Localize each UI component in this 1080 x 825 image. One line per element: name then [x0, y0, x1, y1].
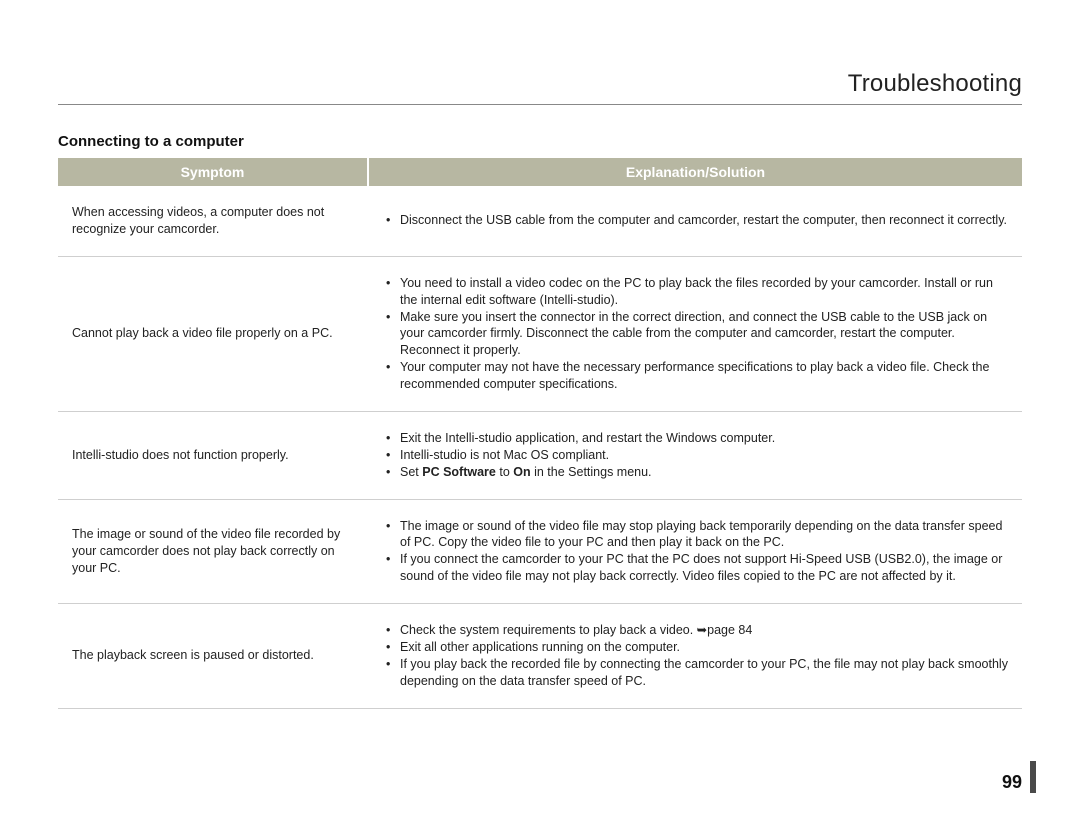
explain-list: Check the system requirements to play ba…: [382, 622, 1008, 690]
list-item: Your computer may not have the necessary…: [382, 359, 1008, 393]
page-accent-bar: [1030, 761, 1036, 793]
section-title: Connecting to a computer: [58, 133, 1022, 150]
list-item: Set PC Software to On in the Settings me…: [382, 464, 1008, 481]
table-header-row: Symptom Explanation/Solution: [58, 158, 1022, 186]
symptom-cell: When accessing videos, a computer does n…: [58, 186, 368, 256]
col-header-explain: Explanation/Solution: [368, 158, 1022, 186]
explain-list: Disconnect the USB cable from the comput…: [382, 212, 1008, 229]
list-item: The image or sound of the video file may…: [382, 518, 1008, 552]
symptom-cell: Intelli-studio does not function properl…: [58, 411, 368, 499]
explain-cell: Disconnect the USB cable from the comput…: [368, 186, 1022, 256]
list-item: Exit all other applications running on t…: [382, 639, 1008, 656]
table-row: Cannot play back a video file properly o…: [58, 256, 1022, 411]
list-item: If you connect the camcorder to your PC …: [382, 551, 1008, 585]
symptom-cell: The playback screen is paused or distort…: [58, 604, 368, 709]
troubleshooting-table: Symptom Explanation/Solution When access…: [58, 158, 1022, 709]
symptom-cell: Cannot play back a video file properly o…: [58, 256, 368, 411]
page-number-wrap: 99: [1002, 761, 1036, 793]
explain-list: You need to install a video codec on the…: [382, 275, 1008, 393]
explain-list: The image or sound of the video file may…: [382, 518, 1008, 586]
list-item: Disconnect the USB cable from the comput…: [382, 212, 1008, 229]
explain-cell: Check the system requirements to play ba…: [368, 604, 1022, 709]
table-row: Intelli-studio does not function properl…: [58, 411, 1022, 499]
table-body: When accessing videos, a computer does n…: [58, 186, 1022, 708]
page-number: 99: [1002, 772, 1022, 793]
table-row: The image or sound of the video file rec…: [58, 499, 1022, 604]
list-item: Intelli-studio is not Mac OS compliant.: [382, 447, 1008, 464]
page-title: Troubleshooting: [58, 70, 1022, 104]
table-row: When accessing videos, a computer does n…: [58, 186, 1022, 256]
list-item: You need to install a video codec on the…: [382, 275, 1008, 309]
symptom-cell: The image or sound of the video file rec…: [58, 499, 368, 604]
list-item: If you play back the recorded file by co…: [382, 656, 1008, 690]
col-header-symptom: Symptom: [58, 158, 368, 186]
explain-cell: The image or sound of the video file may…: [368, 499, 1022, 604]
list-item: Make sure you insert the connector in th…: [382, 309, 1008, 360]
explain-cell: You need to install a video codec on the…: [368, 256, 1022, 411]
list-item: Exit the Intelli-studio application, and…: [382, 430, 1008, 447]
table-row: The playback screen is paused or distort…: [58, 604, 1022, 709]
header-rule: [58, 104, 1022, 105]
explain-cell: Exit the Intelli-studio application, and…: [368, 411, 1022, 499]
explain-list: Exit the Intelli-studio application, and…: [382, 430, 1008, 481]
list-item: Check the system requirements to play ba…: [382, 622, 1008, 639]
manual-page: Troubleshooting Connecting to a computer…: [0, 0, 1080, 825]
